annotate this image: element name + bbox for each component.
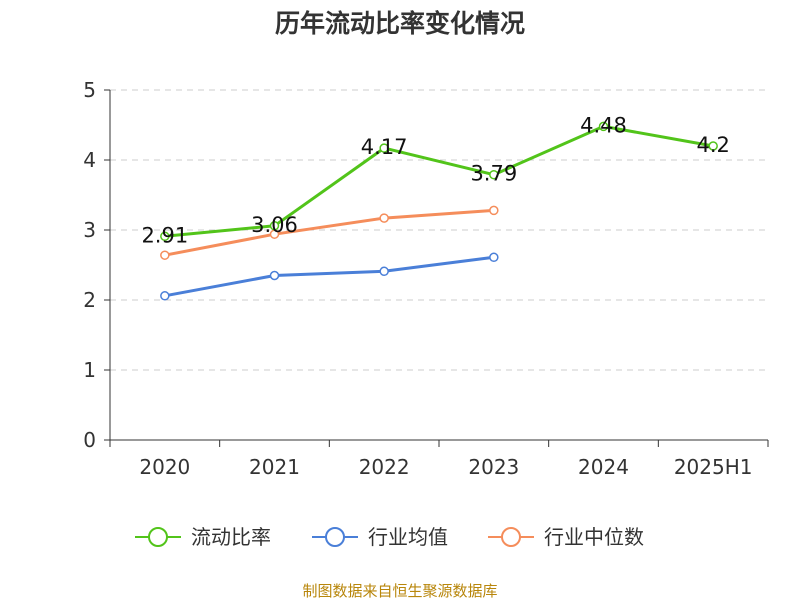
series-line-0 [164,124,714,238]
legend-label: 行业均值 [368,525,448,549]
x-tick-label: 2021 [249,455,300,479]
data-point-2-2 [379,213,389,223]
data-label: 4.2 [696,133,729,157]
y-tick-label: 4 [83,148,96,172]
data-point-2-3 [489,205,499,216]
x-tick-label: 2020 [139,455,190,479]
legend-label: 行业中位数 [544,525,644,549]
data-point-0-1 [269,221,280,231]
source-note: 制图数据来自恒生聚源数据库 [302,582,497,600]
x-tick-label: 2022 [359,455,410,479]
data-label: 2.91 [141,223,188,247]
legend-marker-1 [325,527,345,547]
y-tick-label: 5 [83,78,96,102]
legend-marker-0 [148,527,168,547]
series-line-1 [164,255,495,298]
data-point-0-2 [379,143,389,153]
data-label: 4.48 [580,113,627,137]
legend-label: 流动比率 [191,525,271,549]
legend-marker-2 [501,527,521,547]
axes: 0 1 2 3 4 5 2020 2021 2022 2023 2024 2025H1 [83,78,769,479]
data-label: 4.17 [361,135,408,159]
data-labels: 2.91 3.06 4.17 3.79 4.48 4.2 [141,113,729,247]
y-tick-label: 3 [83,218,96,242]
y-tick-label: 0 [83,428,96,452]
data-point-0-3 [489,169,499,180]
data-point-0-0 [160,231,170,242]
data-point-0-4 [598,121,609,132]
y-tick-label: 1 [83,358,96,382]
data-point-0-5 [708,141,718,151]
data-point-1-0 [160,291,170,301]
x-tick-label: 2023 [468,455,519,479]
data-point-1-2 [379,266,389,277]
series-line-2 [164,208,494,257]
data-point-1-1 [269,270,280,281]
gridlines [110,89,768,371]
y-tick-label: 2 [83,288,96,312]
series-lines [160,121,718,301]
data-point-2-0 [160,250,170,260]
data-point-1-3 [489,252,499,263]
x-tick-label: 2025H1 [674,455,753,479]
chart-title: 历年流动比率变化情况 [275,9,525,38]
data-label: 3.06 [251,213,298,237]
data-label: 3.79 [470,162,517,186]
legend: 流动比率 行业均值 行业中位数 [135,525,644,549]
x-tick-label: 2024 [578,455,629,479]
